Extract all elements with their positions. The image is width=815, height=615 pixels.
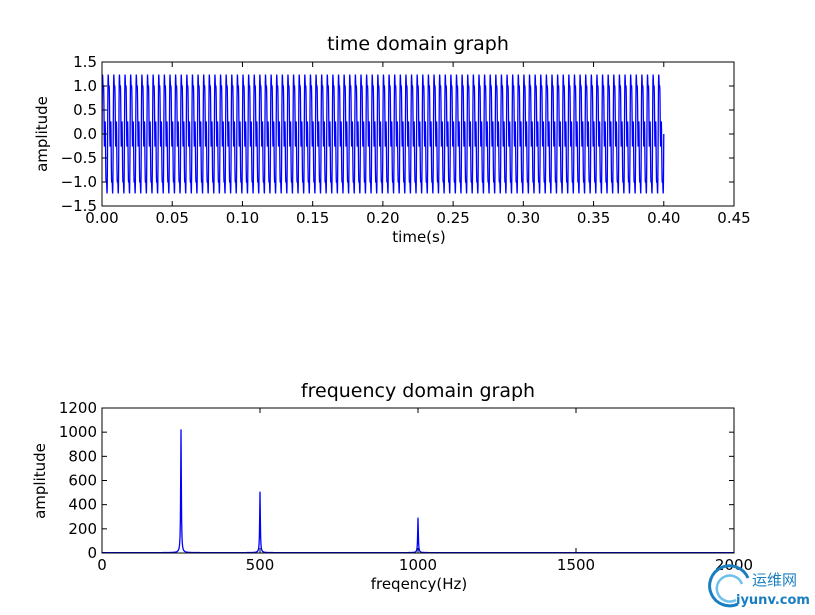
time-domain-xtick-label: 0.05 <box>156 209 189 227</box>
time-domain-xtick-label: 0.00 <box>85 209 118 227</box>
time-domain-ytick-label: −0.5 <box>61 149 97 167</box>
time-domain-title: time domain graph <box>327 33 509 55</box>
frequency-domain-ytick-label: 800 <box>68 447 97 465</box>
time-domain-plot-area: 0.00 0.05 0.10 0.15 0.20 0.25 0.30 0.35 0.40 0.45… <box>61 53 751 227</box>
watermark: 运维网 iyunv.com <box>708 564 810 608</box>
time-domain-xtick-label: 0.35 <box>577 209 610 227</box>
time-domain-ytick-label: 1.5 <box>73 53 97 71</box>
frequency-domain-xtick-label: 500 <box>246 556 275 574</box>
time-domain-xtick-label: 0.30 <box>507 209 540 227</box>
time-domain-xtick-label: 0.10 <box>226 209 259 227</box>
frequency-domain-ylabel: amplitude <box>31 443 49 519</box>
frequency-domain-xtick-label: 0 <box>97 556 107 574</box>
watermark-cn-text: 运维网 <box>752 571 797 589</box>
time-domain-ytick-label: 0.0 <box>73 125 97 143</box>
time-domain-series-line <box>102 74 665 194</box>
frequency-domain-ytick-label: 1200 <box>59 399 97 417</box>
time-domain-ytick-label: 1.0 <box>73 77 97 95</box>
time-domain-ytick-label: 0.5 <box>73 101 97 119</box>
time-domain-chart: time domain graph time(s) amplitude 0.00… <box>33 33 751 246</box>
watermark-en-text: iyunv.com <box>736 593 810 608</box>
time-domain-ylabel: amplitude <box>33 96 51 172</box>
frequency-domain-ytick-label: 1000 <box>59 423 97 441</box>
frequency-domain-xlabel: freqency(Hz) <box>371 575 468 593</box>
frequency-domain-xtick-label: 1500 <box>557 556 595 574</box>
frequency-domain-xtick-label: 1000 <box>399 556 437 574</box>
watermark-logo-icon <box>708 564 750 608</box>
frequency-domain-title: frequency domain graph <box>301 380 535 402</box>
time-domain-ytick-label: −1.0 <box>61 173 97 191</box>
time-domain-ytick-label: −1.5 <box>61 197 97 215</box>
time-domain-xtick-label: 0.25 <box>436 209 469 227</box>
time-domain-xtick-label: 0.20 <box>366 209 399 227</box>
time-domain-xtick-label: 0.15 <box>296 209 329 227</box>
frequency-domain-ytick-label: 0 <box>87 544 97 562</box>
frequency-domain-ytick-label: 600 <box>68 472 97 490</box>
time-domain-xtick-label: 0.40 <box>647 209 680 227</box>
time-domain-xtick-label: 0.45 <box>717 209 750 227</box>
frequency-domain-chart: frequency domain graph freqency(Hz) ampl… <box>31 380 753 593</box>
time-domain-xlabel: time(s) <box>392 228 445 246</box>
frequency-domain-ytick-label: 200 <box>68 520 97 538</box>
frequency-domain-series-line <box>102 429 734 553</box>
frequency-domain-ytick-label: 400 <box>68 496 97 514</box>
